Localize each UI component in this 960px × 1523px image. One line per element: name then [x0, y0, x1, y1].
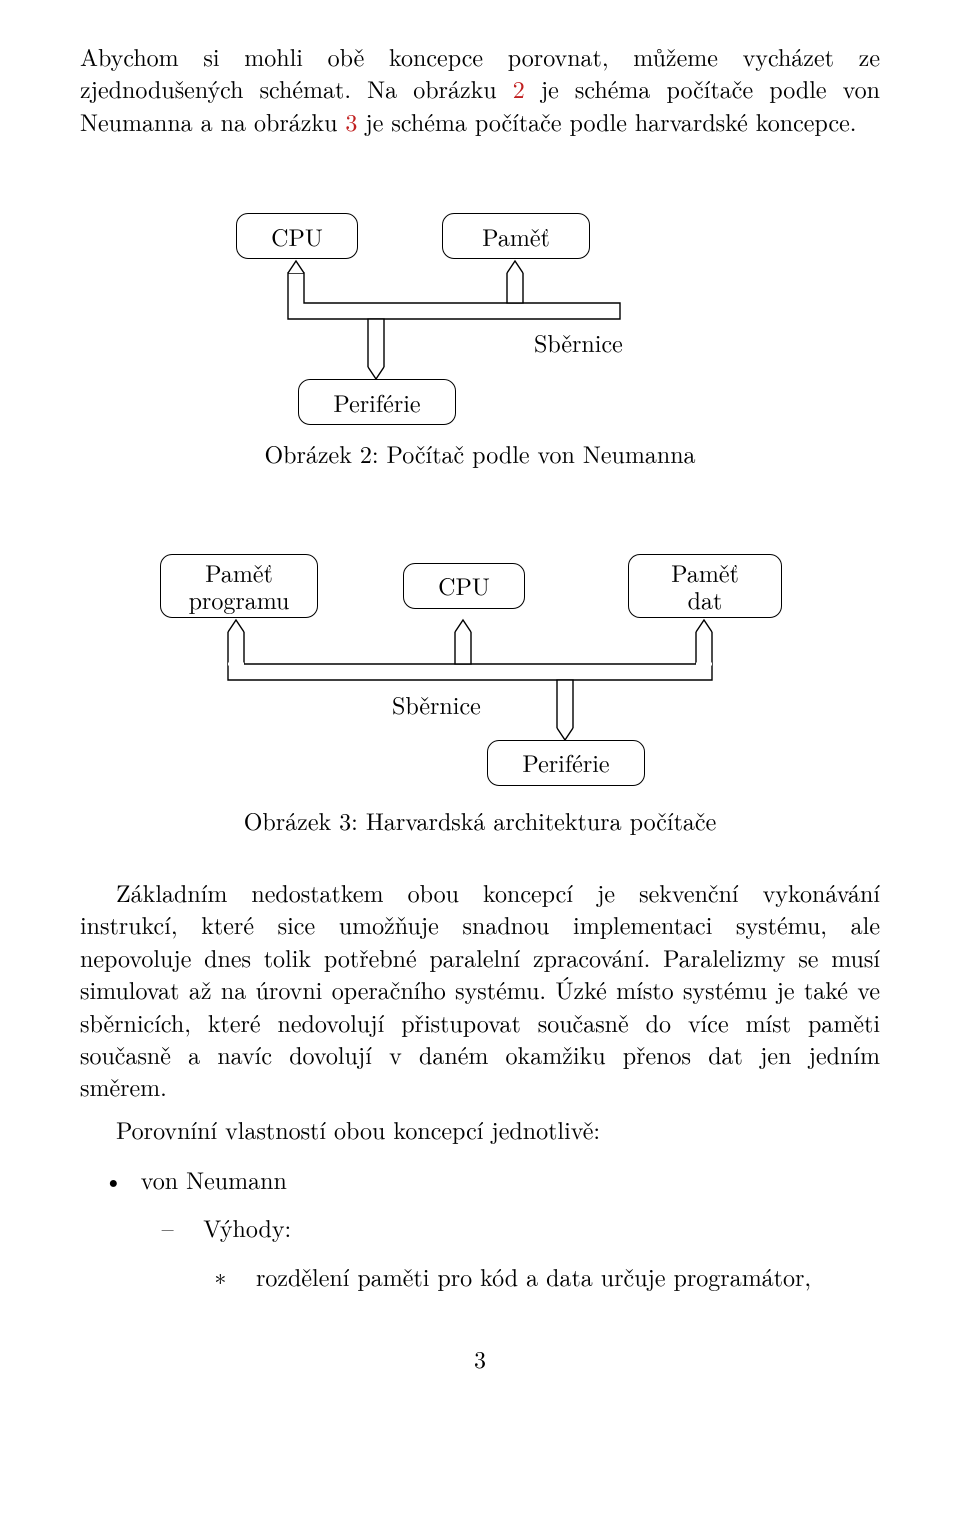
figure-3-caption: Obrázek 3: Harvardská architektura počít…: [80, 804, 880, 836]
intro-text-c: je schéma počítače podle harvardské konc…: [357, 104, 856, 138]
fig2-memory-label: Paměť: [443, 220, 589, 252]
fig2-bus-label: Sběrnice: [534, 326, 623, 358]
paragraph-comparison-intro: Porovníní vlastností obou koncepcí jedno…: [80, 1113, 880, 1145]
fig3-cpu-node: CPU: [403, 563, 525, 609]
item-advantages-label: Výhody:: [203, 1210, 291, 1244]
paragraph-shortcomings: Základním nedostatkem obou koncepcí je s…: [80, 876, 880, 1103]
item-advantages: Výhody: rozdělení paměti pro kód a data …: [195, 1211, 880, 1292]
fig3-prog-mem-node: Paměť programu: [160, 554, 318, 618]
fig2-memory-node: Paměť: [442, 213, 590, 259]
item-advantage-1: rozdělení paměti pro kód a data určuje p…: [248, 1260, 880, 1292]
fig3-peripheral-node: Periférie: [487, 740, 645, 786]
fig2-peripheral-label: Periférie: [299, 386, 455, 418]
fig3-data-mem-node: Paměť dat: [628, 554, 782, 618]
intro-paragraph: Abychom si mohli obě koncepce porovnat, …: [80, 40, 880, 137]
item-von-neumann: von Neumann Výhody: rozdělení paměti pro…: [133, 1163, 880, 1292]
fig-ref-2[interactable]: 2: [513, 71, 525, 105]
figure-von-neumann: CPU Paměť Periférie Sběrnice Obrázek 2: …: [80, 173, 880, 469]
item-advantage-1-text: rozdělení paměti pro kód a data určuje p…: [256, 1259, 811, 1293]
fig2-cpu-label: CPU: [237, 220, 357, 252]
fig3-bus-label: Sběrnice: [392, 688, 481, 720]
fig-ref-3[interactable]: 3: [345, 104, 357, 138]
fig2-peripheral-node: Periférie: [298, 379, 456, 425]
fig2-cpu-node: CPU: [236, 213, 358, 259]
page-number: 3: [80, 1342, 880, 1374]
fig3-prog-mem-l2: programu: [161, 586, 317, 612]
fig3-cpu-label: CPU: [404, 569, 524, 601]
figure-harvard: Paměť programu CPU Paměť dat Periférie S…: [80, 514, 880, 836]
fig3-data-mem-l2: dat: [629, 586, 781, 612]
figure-2-caption: Obrázek 2: Počítač podle von Neumanna: [80, 437, 880, 469]
item-von-neumann-label: von Neumann: [141, 1162, 287, 1196]
comparison-list: von Neumann Výhody: rozdělení paměti pro…: [80, 1163, 880, 1292]
fig3-peripheral-label: Periférie: [488, 746, 644, 778]
